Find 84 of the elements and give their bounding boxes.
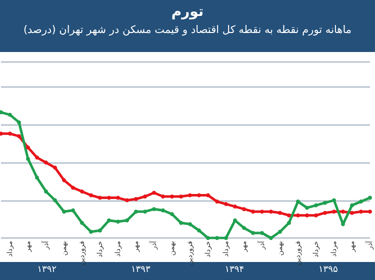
point [269, 236, 273, 240]
point [224, 236, 228, 240]
point [98, 196, 102, 200]
point [152, 207, 156, 212]
point [188, 222, 192, 226]
point [215, 200, 219, 204]
point [89, 193, 93, 198]
point [251, 210, 255, 214]
point [134, 210, 138, 214]
point [260, 230, 264, 235]
text: ۱۳۹۲ [37, 265, 57, 275]
point [350, 210, 354, 215]
point [359, 210, 363, 214]
text: ۱۳۹۳ [130, 265, 150, 275]
point [251, 230, 255, 235]
point [278, 210, 282, 215]
point [26, 156, 30, 161]
point [89, 230, 93, 234]
point [71, 208, 75, 212]
point [62, 210, 66, 214]
point [17, 120, 21, 124]
point [71, 186, 75, 190]
chart-subtitle: ماهانه تورم نقطه به نقطه کل اقتصاد و قیمت مسکن در شهر تهران (درصد) [22, 24, 353, 36]
point [215, 236, 219, 240]
point [305, 206, 309, 210]
point [35, 176, 39, 180]
point [242, 226, 246, 230]
point [8, 112, 12, 117]
point [368, 196, 372, 200]
point [116, 220, 120, 224]
point [80, 220, 84, 225]
point [80, 189, 84, 194]
point [143, 210, 147, 214]
point [44, 160, 48, 165]
point [170, 212, 174, 216]
point [53, 198, 57, 202]
point [350, 203, 354, 208]
point [161, 194, 165, 199]
point [287, 220, 291, 225]
point [125, 198, 129, 202]
point [269, 210, 273, 214]
point [206, 236, 210, 240]
point [296, 213, 300, 218]
point [242, 207, 246, 212]
point [125, 218, 129, 222]
point [224, 202, 228, 206]
point [62, 178, 66, 182]
point [197, 228, 201, 232]
point [98, 228, 102, 232]
point [287, 213, 291, 218]
point [332, 210, 336, 214]
point [341, 210, 345, 214]
point [17, 134, 21, 138]
point [152, 190, 156, 195]
point [143, 194, 147, 199]
point [368, 210, 372, 214]
point [26, 145, 30, 150]
point [0, 110, 3, 114]
point [206, 193, 210, 198]
point [233, 204, 237, 209]
point [323, 210, 327, 215]
point [314, 213, 318, 218]
point [107, 218, 111, 222]
point [161, 208, 165, 212]
point [296, 200, 300, 204]
point [179, 220, 183, 225]
point [0, 132, 3, 136]
point [314, 203, 318, 208]
point [44, 189, 48, 194]
point [332, 198, 336, 202]
point [179, 194, 183, 199]
point [359, 200, 363, 204]
point [134, 197, 138, 202]
point [260, 210, 264, 214]
point [8, 132, 12, 136]
point [116, 196, 120, 200]
point [323, 200, 327, 205]
point [53, 166, 57, 170]
point [278, 230, 282, 234]
chart-title: تورم [170, 4, 205, 20]
point [188, 193, 192, 198]
point [35, 156, 39, 160]
text: ۱۳۹۴ [224, 265, 244, 275]
text: ۱۳۹۵ [318, 265, 338, 275]
